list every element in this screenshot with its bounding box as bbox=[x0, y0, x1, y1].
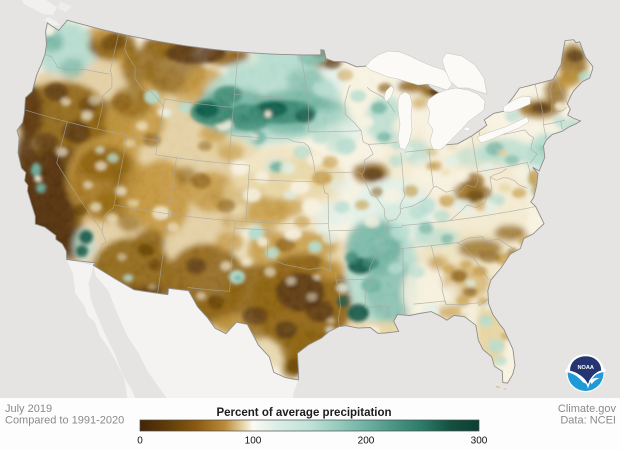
svg-text:100: 100 bbox=[245, 436, 262, 447]
svg-text:0: 0 bbox=[137, 436, 143, 447]
svg-text:NOAA: NOAA bbox=[577, 365, 593, 371]
svg-text:July 2019: July 2019 bbox=[5, 403, 52, 415]
svg-text:Climate.gov: Climate.gov bbox=[558, 403, 617, 415]
svg-text:Data: NCEI: Data: NCEI bbox=[560, 415, 616, 427]
svg-text:Percent of average precipitati: Percent of average precipitation bbox=[216, 407, 391, 419]
svg-text:Compared to 1991-2020: Compared to 1991-2020 bbox=[5, 415, 124, 427]
svg-text:200: 200 bbox=[358, 436, 375, 447]
svg-text:300: 300 bbox=[471, 436, 488, 447]
